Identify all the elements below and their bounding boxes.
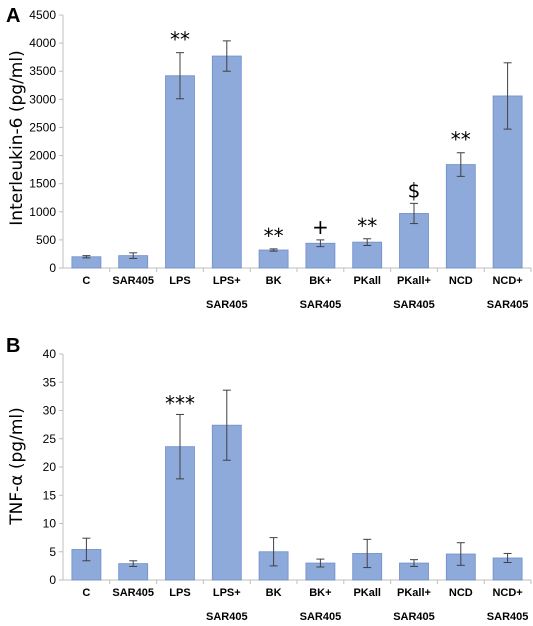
y-tick-label: 15 (43, 488, 57, 502)
bar (211, 55, 242, 269)
significance-label: + (312, 215, 329, 239)
y-tick-label: 10 (43, 517, 57, 531)
x-tick-label: C (82, 587, 90, 599)
x-tick-label: SAR405 (487, 611, 529, 623)
x-tick-label: BK (266, 587, 282, 599)
y-tick-label: 0 (49, 573, 56, 587)
y-tick-label: 30 (43, 404, 57, 418)
bar (445, 164, 476, 269)
y-tick-label: 1000 (29, 205, 56, 219)
bar (352, 241, 383, 269)
panel-a-ylabel: Interleukin-6 (pg/ml) (7, 50, 27, 225)
x-tick-label: C (82, 275, 90, 287)
x-tick-label: LPS+ (213, 275, 241, 287)
bar (165, 75, 195, 269)
significance-label: ** (264, 224, 284, 248)
x-tick-label: PKall+ (397, 587, 431, 599)
panel-a-chart: 0 500 1000 1500 2000 2500 3000 3500 4000 4500 C SAR… (29, 8, 532, 311)
x-tick-label: SAR405 (206, 611, 248, 623)
y-tick-label: 4500 (29, 8, 56, 22)
y-tick-label: 2500 (29, 120, 56, 134)
panel-b-letter: B (6, 335, 20, 357)
significance-label: ** (170, 28, 190, 52)
x-tick-label: SAR405 (393, 299, 435, 311)
y-tick-label: 3500 (29, 64, 56, 78)
x-tick-label: NCD (449, 587, 473, 599)
panel-a-letter: A (6, 5, 20, 27)
y-tick-label: 0 (49, 261, 56, 275)
x-tick-label: BK+ (309, 587, 331, 599)
y-tick-label: 5 (49, 545, 56, 559)
panel-b-chart: 0 5 10 15 20 25 30 35 40 C SAR405 LPS *** LPS+ SAR405 B… (43, 347, 532, 623)
x-tick-label: PKall+ (397, 275, 431, 287)
significance-label: $ (408, 178, 421, 202)
x-tick-label: SAR405 (112, 587, 154, 599)
y-tick-label: 20 (43, 460, 57, 474)
panel-b-ylabel: TNF-α (pg/ml) (7, 407, 27, 525)
y-tick-label: 4000 (29, 36, 56, 50)
x-tick-label: NCD (449, 275, 473, 287)
y-tick-label: 25 (43, 432, 57, 446)
x-tick-label: PKall (353, 587, 381, 599)
x-tick-label: SAR405 (206, 299, 248, 311)
x-tick-label: SAR405 (393, 611, 435, 623)
significance-label: ** (451, 128, 471, 152)
x-tick-label: LPS+ (213, 587, 241, 599)
x-tick-label: SAR405 (300, 299, 342, 311)
y-tick-label: 3000 (29, 92, 56, 106)
x-tick-label: BK+ (309, 275, 331, 287)
x-tick-label: BK (266, 275, 282, 287)
x-tick-label: NCD+ (492, 587, 522, 599)
y-tick-label: 500 (36, 233, 56, 247)
bar (258, 249, 289, 269)
significance-label: ** (357, 214, 377, 238)
x-tick-label: LPS (169, 275, 190, 287)
x-tick-label: SAR405 (300, 611, 342, 623)
x-tick-label: NCD+ (492, 275, 522, 287)
y-tick-label: 1500 (29, 177, 56, 191)
bar (71, 256, 102, 269)
x-tick-label: SAR405 (112, 275, 154, 287)
x-tick-label: SAR405 (487, 299, 529, 311)
y-tick-label: 35 (43, 375, 57, 389)
x-tick-label: PKall (353, 275, 381, 287)
x-tick-label: LPS (169, 587, 190, 599)
y-tick-label: 2000 (29, 149, 56, 163)
y-tick-label: 40 (43, 347, 57, 361)
significance-label: *** (165, 391, 195, 415)
